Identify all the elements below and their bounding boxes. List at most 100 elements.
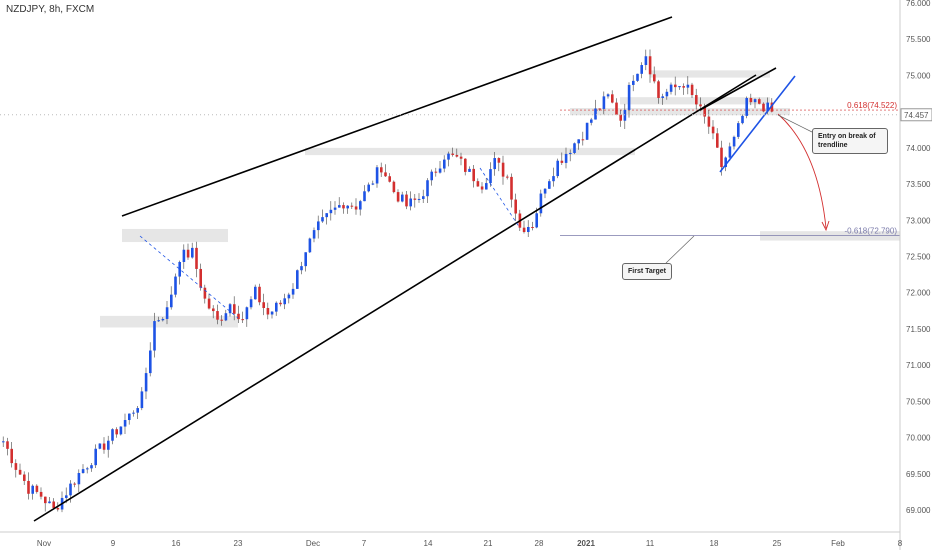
- bull-candle: [338, 205, 341, 208]
- bull-candle: [543, 188, 547, 194]
- time-tick-label: Nov: [37, 539, 51, 548]
- bull-candle: [401, 194, 404, 202]
- bull-candle: [686, 84, 690, 88]
- price-tick-label: 75.000: [906, 71, 931, 80]
- bull-candle: [132, 412, 135, 414]
- bull-candle: [346, 205, 349, 209]
- bear-candle: [653, 74, 656, 82]
- lower-wedge-trendline: [33, 74, 757, 522]
- bull-candle: [438, 168, 442, 173]
- bear-candle: [501, 162, 505, 177]
- bull-candle: [493, 158, 496, 170]
- bear-candle: [758, 99, 761, 104]
- price-tick-label: 72.500: [906, 253, 931, 262]
- bull-candle: [249, 299, 253, 308]
- bull-candle: [245, 307, 249, 320]
- bull-candle: [724, 157, 727, 168]
- price-tick-label: 70.500: [906, 397, 931, 406]
- symbol-title: NZDJPY, 8h, FXCM: [6, 4, 95, 15]
- bull-candle: [661, 96, 664, 98]
- bear-candle: [648, 56, 652, 75]
- bull-candle: [636, 73, 639, 81]
- bear-candle: [258, 286, 261, 303]
- price-tick-label: 71.000: [906, 361, 931, 370]
- bull-candle: [422, 196, 425, 199]
- bull-candle: [149, 350, 152, 374]
- bear-candle: [115, 429, 118, 435]
- bull-candle: [270, 311, 274, 315]
- bull-candle: [640, 65, 643, 74]
- time-tick-label: 9: [111, 539, 116, 548]
- bear-candle: [220, 319, 223, 321]
- bear-candle: [39, 491, 43, 497]
- bull-candle: [98, 443, 102, 449]
- last-price-label: 74.457: [904, 111, 929, 120]
- entry-annotation: Entry on break of trendline: [812, 128, 888, 154]
- bear-candle: [27, 480, 30, 494]
- bear-candle: [611, 94, 614, 103]
- bear-candle: [434, 171, 438, 173]
- bear-candle: [102, 443, 106, 450]
- price-tick-label: 72.000: [906, 289, 931, 298]
- bull-candle: [627, 84, 631, 110]
- bull-candle: [741, 115, 744, 124]
- bear-candle: [720, 147, 723, 168]
- bull-candle: [48, 501, 51, 504]
- price-tick-label: 69.000: [906, 506, 931, 515]
- bear-candle: [23, 474, 26, 481]
- bull-candle: [86, 468, 89, 470]
- bear-candle: [216, 311, 219, 320]
- bull-candle: [333, 207, 337, 210]
- time-tick-label: 23: [234, 539, 243, 548]
- price-tick-label: 76.000: [906, 0, 931, 8]
- bull-candle: [153, 321, 156, 351]
- bull-candle: [111, 429, 114, 441]
- bull-candle: [296, 270, 299, 289]
- bull-candle: [224, 313, 228, 321]
- bull-candle: [94, 448, 97, 466]
- bull-candle: [174, 276, 177, 295]
- bear-candle: [581, 139, 585, 141]
- bear-candle: [770, 102, 774, 112]
- bear-candle: [707, 116, 711, 127]
- price-tick-label: 71.500: [906, 325, 931, 334]
- bear-candle: [342, 205, 345, 209]
- bull-candle: [65, 495, 68, 498]
- bull-candle: [182, 249, 186, 262]
- bear-candle: [459, 156, 463, 159]
- bull-candle: [447, 153, 450, 160]
- time-tick-label: 7: [362, 539, 367, 548]
- bear-candle: [207, 298, 211, 309]
- bull-candle: [90, 465, 93, 469]
- bull-candle: [170, 294, 173, 308]
- bull-candle: [371, 183, 375, 185]
- bear-candle: [413, 198, 417, 200]
- bull-candle: [317, 221, 320, 231]
- bear-candle: [233, 304, 236, 314]
- price-zone: [650, 70, 770, 78]
- price-tick-label: 73.000: [906, 216, 931, 225]
- bear-candle: [262, 302, 265, 309]
- price-zone: [305, 147, 635, 156]
- bear-candle: [279, 302, 282, 305]
- bull-candle: [468, 168, 471, 172]
- bear-candle: [716, 133, 719, 148]
- bear-candle: [35, 485, 39, 492]
- bear-candle: [14, 463, 18, 470]
- bull-candle: [107, 440, 110, 450]
- bear-candle: [392, 181, 396, 193]
- bear-candle: [619, 114, 622, 121]
- bear-candle: [762, 103, 765, 112]
- bear-candle: [199, 268, 202, 288]
- bull-candle: [321, 217, 324, 222]
- bull-candle: [312, 230, 316, 239]
- bull-candle: [123, 420, 127, 427]
- projection-arrowhead: [821, 220, 830, 232]
- bull-candle: [602, 96, 606, 109]
- entry-pointer: [777, 114, 813, 133]
- bull-candle: [81, 469, 85, 473]
- bull-candle: [564, 153, 568, 163]
- bear-candle: [388, 176, 391, 182]
